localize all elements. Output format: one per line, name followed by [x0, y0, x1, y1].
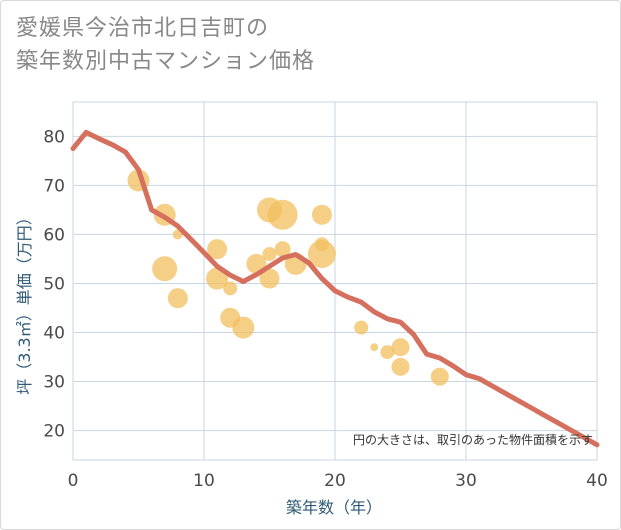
bubble-series: [127, 169, 449, 386]
bubble-point: [223, 281, 238, 296]
x-tick-label: 40: [586, 471, 608, 491]
trend-line-group: [70, 129, 600, 448]
y-tick-label: 30: [43, 373, 65, 393]
trend-line: [70, 129, 600, 448]
x-axis-label: 築年数（年）: [286, 498, 382, 517]
bubble-point: [430, 367, 449, 386]
y-tick-label: 50: [43, 274, 65, 294]
bubble-point: [274, 241, 291, 258]
size-note: 円の大きさは、取引のあった物件面積を示す: [353, 432, 593, 447]
bubble-point: [232, 316, 255, 339]
x-tick-label: 0: [68, 471, 79, 491]
bubble-point: [267, 199, 298, 230]
bubble-point: [391, 338, 410, 357]
bubble-point: [307, 240, 336, 269]
bubble-point: [207, 239, 228, 260]
bubble-point: [262, 247, 277, 262]
y-tick-label: 60: [43, 225, 65, 245]
bubble-point: [370, 343, 379, 352]
bubble-point: [259, 268, 280, 289]
bubble-point: [311, 204, 332, 225]
axis-ticks: 0 10 20 30 40 20 30 40 50 60 70 80: [43, 127, 607, 491]
bubble-point: [152, 256, 178, 282]
bubble-point: [167, 288, 188, 309]
bubble-point: [206, 267, 229, 290]
y-tick-label: 40: [43, 323, 65, 343]
bubble-point: [380, 345, 395, 360]
y-tick-label: 70: [43, 176, 65, 196]
x-tick-label: 10: [193, 471, 215, 491]
chart-title-line1: 愛媛県今治市北日吉町の: [16, 16, 270, 41]
x-tick-label: 20: [324, 471, 346, 491]
y-tick-label: 20: [43, 422, 65, 442]
chart-title-line2: 築年数別中古マンション価格: [16, 49, 316, 74]
x-tick-label: 30: [455, 471, 477, 491]
chart-title: 愛媛県今治市北日吉町の 築年数別中古マンション価格: [16, 12, 315, 78]
grid-lines: [72, 101, 598, 461]
bubble-point: [391, 357, 410, 376]
y-tick-label: 80: [43, 127, 65, 147]
y-axis-label: 坪（3.3㎡）単価（万円）: [15, 209, 34, 394]
bubble-point: [354, 320, 369, 335]
